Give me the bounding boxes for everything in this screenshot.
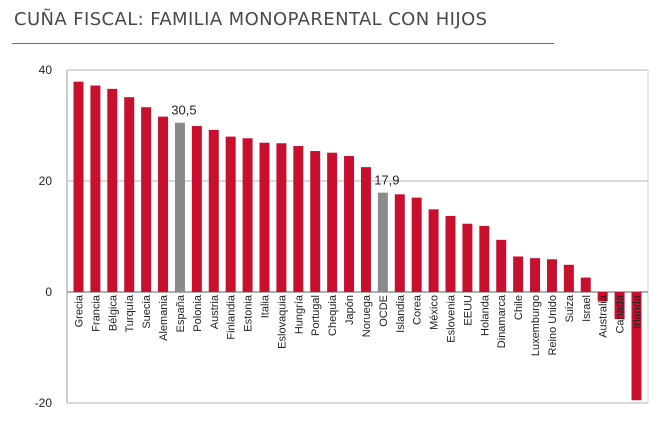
y-axis-ticks: 40 20 0 -20 bbox=[35, 63, 53, 410]
category-label: Italia bbox=[260, 294, 272, 318]
y-tick-label: 0 bbox=[45, 285, 52, 299]
bar-grecia bbox=[73, 81, 84, 292]
category-label: Finlandia bbox=[226, 294, 238, 340]
category-label: Suecia bbox=[141, 294, 153, 329]
bar-eslovenia bbox=[445, 215, 456, 292]
bar-irlanda bbox=[631, 292, 642, 401]
bar-polonia bbox=[191, 126, 202, 293]
bar-hungría bbox=[293, 146, 304, 292]
category-label: España bbox=[175, 294, 187, 332]
annotations: 30,5 17,9 bbox=[171, 103, 399, 188]
category-label: Luxemburgo bbox=[530, 295, 542, 356]
bar-italia bbox=[259, 142, 270, 292]
bar-australia bbox=[597, 292, 608, 302]
bar-ocde bbox=[377, 192, 388, 292]
bar-corea bbox=[411, 197, 422, 292]
bar-méxico bbox=[428, 209, 439, 292]
y-tick-label: -20 bbox=[35, 396, 53, 410]
category-label: Bélgica bbox=[107, 294, 119, 331]
data-label: 30,5 bbox=[171, 103, 196, 118]
bar-israel bbox=[580, 277, 591, 292]
category-label: Alemania bbox=[158, 294, 170, 341]
bar-noruega bbox=[360, 167, 371, 292]
bar-austria bbox=[208, 129, 219, 292]
category-label: Israel bbox=[581, 295, 593, 322]
category-label: México bbox=[429, 295, 441, 330]
category-label: Holanda bbox=[479, 294, 491, 336]
gridlines bbox=[66, 69, 649, 404]
title-divider bbox=[12, 43, 554, 44]
category-label: Chequia bbox=[327, 294, 339, 336]
bar-canadá bbox=[614, 292, 625, 320]
category-label: Turquía bbox=[124, 294, 136, 332]
bar-holanda bbox=[479, 225, 490, 292]
category-label: Francia bbox=[90, 294, 102, 332]
data-label: 17,9 bbox=[374, 173, 399, 188]
category-label: Estonia bbox=[243, 294, 255, 332]
bar-suiza bbox=[563, 264, 574, 292]
bar-bélgica bbox=[107, 88, 118, 293]
bar-españa bbox=[174, 122, 185, 292]
category-label: Islandia bbox=[395, 294, 407, 333]
bar-suecia bbox=[141, 107, 152, 292]
category-labels: Grecia Francia Bélgica Turquía Suecia Alemani… bbox=[74, 294, 644, 356]
bar-portugal bbox=[310, 151, 321, 292]
category-label: Australia bbox=[598, 294, 610, 338]
category-label: Polonia bbox=[192, 294, 204, 332]
bar-turquía bbox=[124, 97, 135, 292]
category-label: Japón bbox=[344, 295, 356, 325]
bar-islandia bbox=[394, 194, 405, 292]
bar-reino-unido bbox=[546, 259, 557, 292]
category-label: EEUU bbox=[462, 295, 474, 326]
category-label: Canadá bbox=[615, 294, 627, 333]
bar-luxemburgo bbox=[530, 258, 541, 292]
category-label: OCDE bbox=[378, 295, 390, 327]
chart-title: CUÑA FISCAL: FAMILIA MONOPARENTAL CON HI… bbox=[14, 9, 488, 30]
bar-eeuu bbox=[462, 223, 473, 292]
category-label: Suiza bbox=[564, 294, 576, 322]
bar-japón bbox=[344, 156, 355, 292]
bar-estonia bbox=[242, 138, 253, 292]
category-label: Austria bbox=[209, 294, 221, 329]
bar-francia bbox=[90, 85, 101, 292]
category-label: Reino Unido bbox=[547, 295, 559, 356]
category-label: Portugal bbox=[310, 295, 322, 336]
category-label: Noruega bbox=[361, 294, 373, 337]
bar-finlandia bbox=[225, 136, 236, 292]
bar-chile bbox=[513, 256, 524, 292]
y-tick-label: 20 bbox=[39, 174, 53, 188]
category-label: Grecia bbox=[74, 294, 86, 327]
bar-eslovaquia bbox=[276, 143, 287, 292]
category-label: Dinamarca bbox=[496, 294, 508, 348]
bar-alemania bbox=[158, 116, 169, 293]
bar-dinamarca bbox=[496, 239, 507, 292]
category-label: Corea bbox=[412, 294, 424, 325]
category-label: Hungría bbox=[293, 294, 305, 334]
bars bbox=[73, 81, 642, 401]
category-label: Eslovenia bbox=[446, 294, 458, 343]
category-label: Eslovaquia bbox=[276, 294, 288, 349]
y-tick-label: 40 bbox=[39, 63, 53, 77]
category-label: Chile bbox=[513, 295, 525, 320]
category-label: Irlanda bbox=[632, 294, 644, 329]
bar-chequia bbox=[327, 152, 338, 292]
